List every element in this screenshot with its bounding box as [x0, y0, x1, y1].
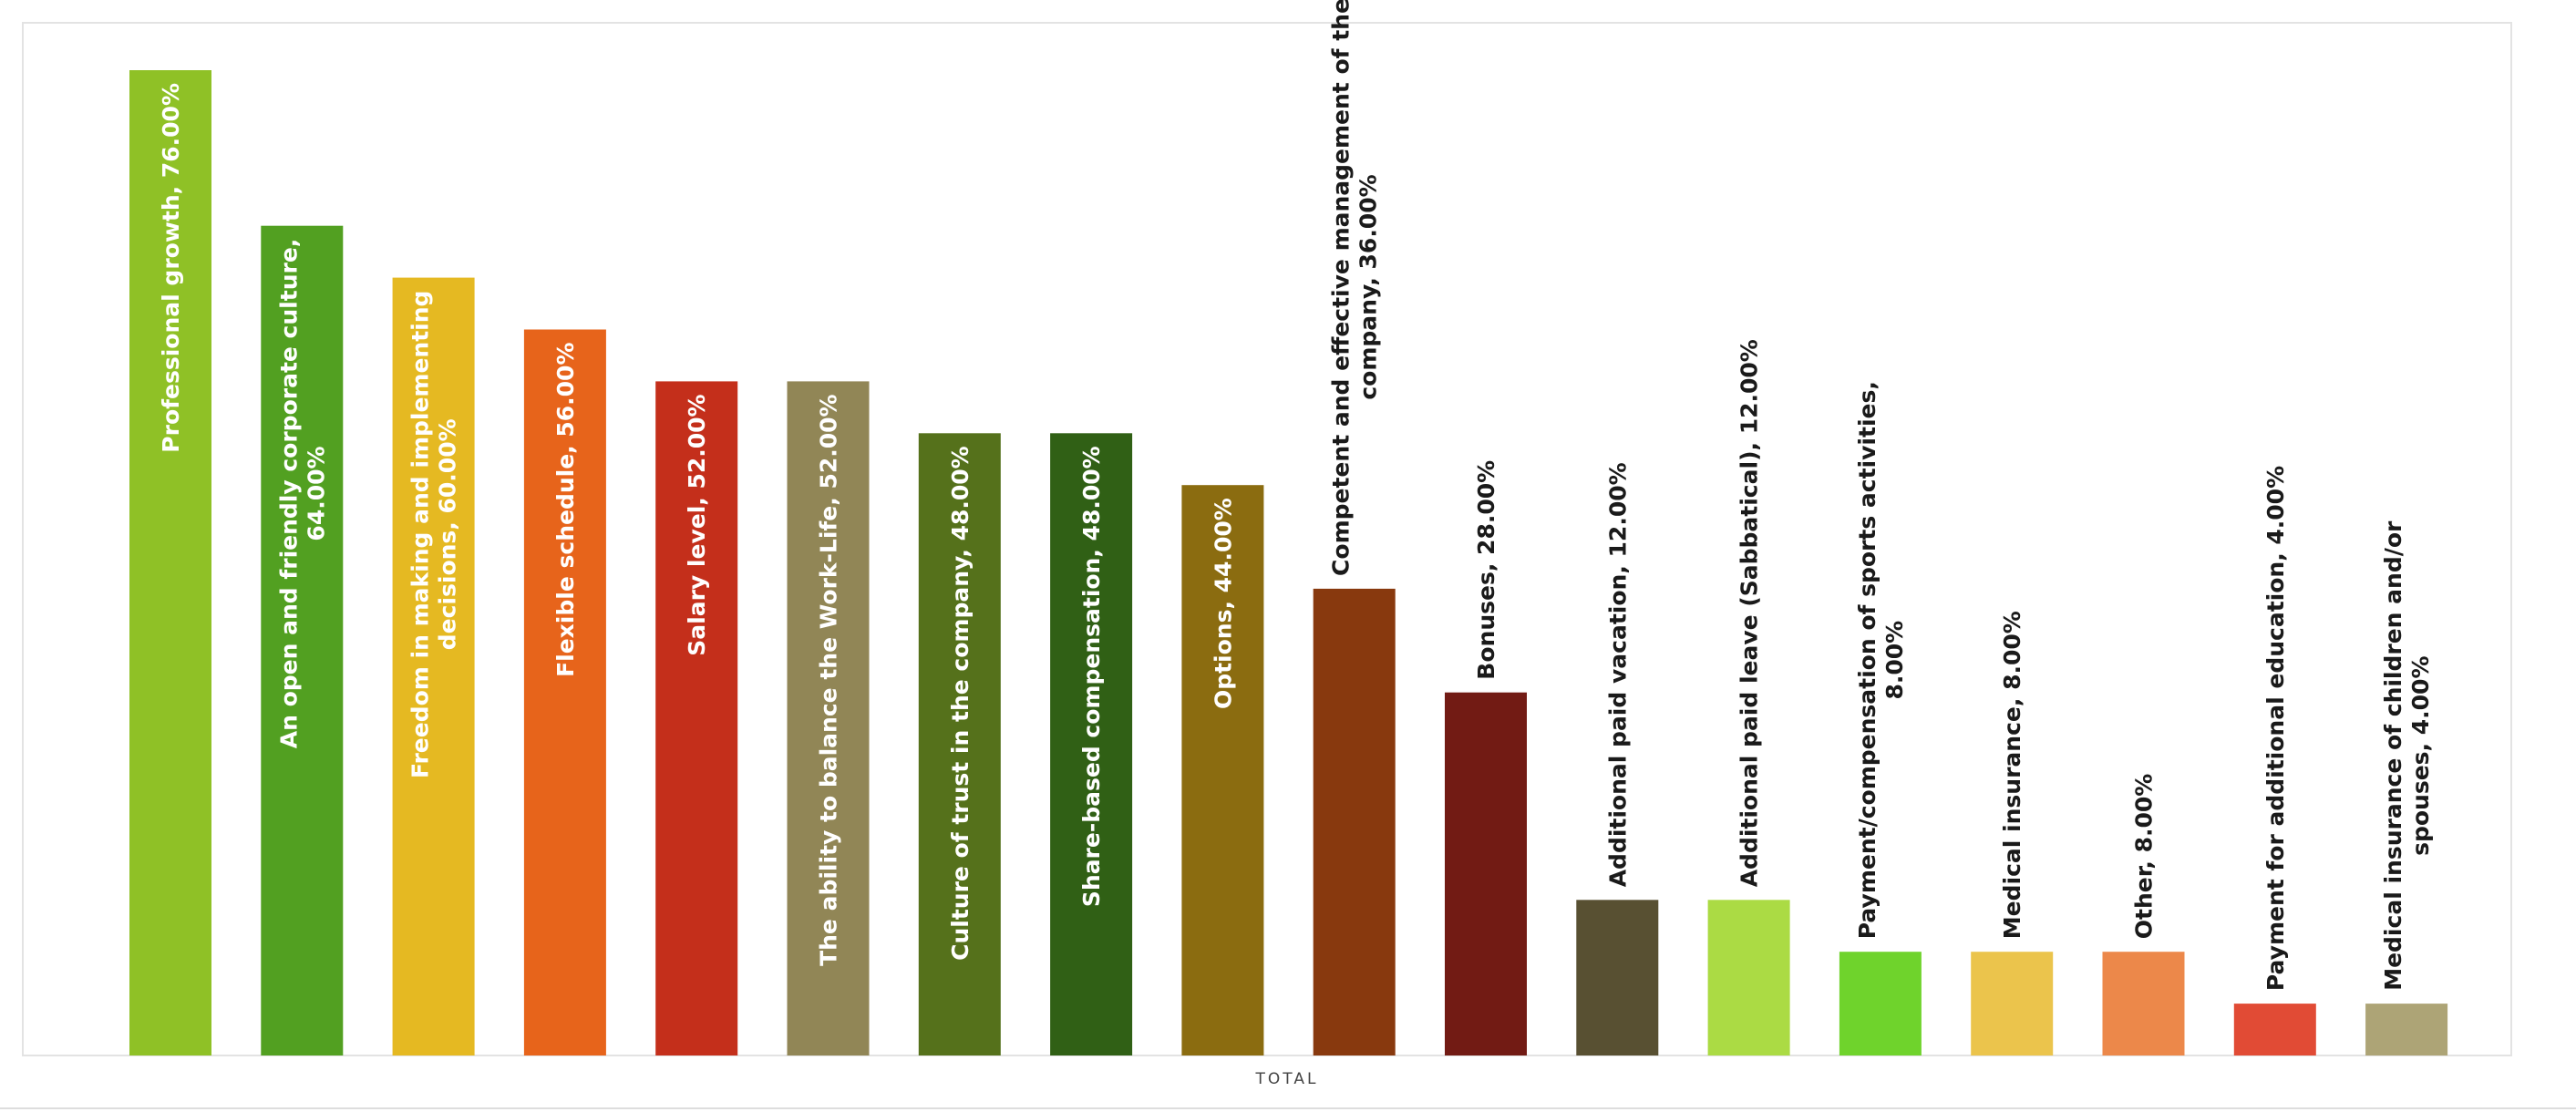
x-axis-title: TOTAL: [1255, 1070, 1319, 1088]
data-label-8: Share-based compensation, 48.00%: [1078, 446, 1105, 907]
data-labels-layer: Professional growth, 76.00% An open and f…: [158, 0, 2434, 991]
data-label-7: Culture of trust in the company, 48.00%: [947, 446, 974, 961]
data-label-3: Freedom in making and implementingdecisi…: [407, 291, 461, 778]
data-label-16: Other, 8.00%: [2131, 774, 2158, 940]
data-label-15: Medical insurance, 8.00%: [1999, 611, 2025, 939]
bar-13: [1707, 900, 1790, 1055]
bar-7: [918, 433, 1001, 1055]
data-label-2-line-2: 64.00%: [303, 446, 329, 541]
data-label-11-line-1: Bonuses, 28.00%: [1473, 460, 1499, 680]
data-label-12: Additional paid vacation, 12.00%: [1604, 462, 1631, 887]
data-label-18-line-2: spouses, 4.00%: [2407, 655, 2434, 855]
bar-1: [129, 70, 211, 1055]
bar-14: [1839, 952, 1922, 1055]
data-label-10-line-1: Competent and effective management of th…: [1328, 0, 1355, 576]
data-label-7-line-1: Culture of trust in the company, 48.00%: [947, 446, 974, 961]
data-label-13-line-1: Additional paid leave (Sabbatical), 12.0…: [1736, 339, 1763, 887]
data-label-15-line-1: Medical insurance, 8.00%: [1999, 611, 2025, 939]
data-label-2: An open and friendly corporate culture,6…: [275, 239, 329, 749]
data-label-3-line-2: decisions, 60.00%: [435, 418, 461, 650]
data-label-6-line-1: The ability to balance the Work-Life, 52…: [816, 394, 842, 966]
data-label-5-line-1: Salary level, 52.00%: [684, 394, 710, 655]
bar-18: [2365, 1004, 2448, 1055]
data-label-12-line-1: Additional paid vacation, 12.00%: [1604, 462, 1631, 887]
data-label-8-line-1: Share-based compensation, 48.00%: [1078, 446, 1105, 907]
bottom-divider: [0, 1107, 2576, 1109]
data-label-2-line-1: An open and friendly corporate culture,: [275, 239, 302, 749]
data-label-18-line-1: Medical insurance of children and/or: [2380, 520, 2406, 991]
data-label-3-line-1: Freedom in making and implementing: [407, 291, 434, 778]
bar-5: [655, 381, 738, 1055]
data-label-17-line-1: Payment for additional education, 4.00%: [2262, 466, 2289, 991]
data-label-14: Payment/compensation of sports activitie…: [1854, 381, 1908, 939]
bar-8: [1050, 433, 1133, 1055]
data-label-10: Competent and effective management of th…: [1328, 0, 1382, 576]
bars-layer: [129, 70, 2448, 1056]
bar-11: [1445, 692, 1527, 1055]
data-label-14-line-2: 8.00%: [1881, 621, 1908, 700]
data-label-10-line-2: company, 36.00%: [1355, 174, 1382, 399]
data-label-11: Bonuses, 28.00%: [1473, 460, 1499, 680]
data-label-1-line-1: Professional growth, 76.00%: [158, 83, 184, 453]
bar-4: [523, 329, 606, 1055]
data-label-17: Payment for additional education, 4.00%: [2262, 466, 2289, 991]
data-label-14-line-1: Payment/compensation of sports activitie…: [1854, 381, 1880, 939]
data-label-5: Salary level, 52.00%: [684, 394, 710, 655]
data-label-9-line-1: Options, 44.00%: [1210, 498, 1236, 709]
bar-15: [1971, 952, 2054, 1055]
bar-12: [1576, 900, 1659, 1055]
data-label-16-line-1: Other, 8.00%: [2131, 774, 2158, 940]
data-label-18: Medical insurance of children and/orspou…: [2380, 520, 2434, 991]
data-label-1: Professional growth, 76.00%: [158, 83, 184, 453]
bar-17: [2233, 1004, 2316, 1055]
data-label-13: Additional paid leave (Sabbatical), 12.0…: [1736, 339, 1763, 887]
data-label-6: The ability to balance the Work-Life, 52…: [816, 394, 842, 966]
data-label-4: Flexible schedule, 56.00%: [552, 343, 579, 677]
bar-2: [261, 225, 344, 1055]
bar-3: [392, 277, 475, 1056]
data-label-4-line-1: Flexible schedule, 56.00%: [552, 343, 579, 677]
bar-10: [1313, 588, 1396, 1055]
bar-6: [787, 381, 870, 1055]
bar-16: [2102, 952, 2185, 1055]
bar-9: [1181, 485, 1264, 1055]
data-label-9: Options, 44.00%: [1210, 498, 1236, 709]
